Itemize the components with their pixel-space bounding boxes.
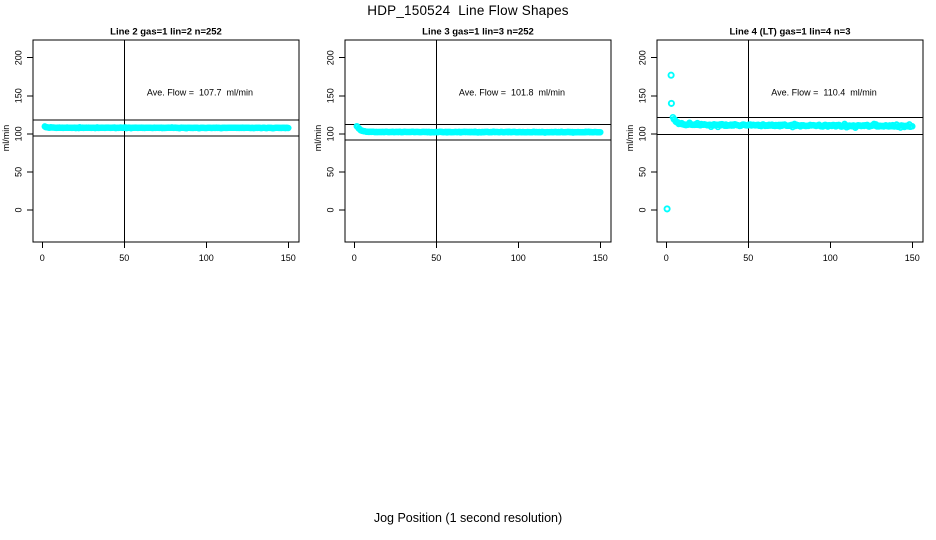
plots-canvas: Line 2 gas=1 lin=2 n=252 0 50 100 150 0 50 100 1… — [1, 27, 924, 263]
y-tick-label: 0 — [326, 207, 336, 212]
y-tick-label: 150 — [638, 88, 648, 103]
data-points — [663, 71, 916, 213]
x-tick-label: 150 — [593, 253, 608, 263]
panel-title: Line 4 (LT) gas=1 lin=4 n=3 — [730, 27, 851, 38]
y-tick-label: 200 — [638, 50, 648, 65]
data-points — [353, 122, 604, 136]
x-tick-label: 100 — [511, 253, 526, 263]
x-tick-label: 100 — [823, 253, 838, 263]
y-tick-label: 0 — [14, 207, 24, 212]
panel-0: Line 2 gas=1 lin=2 n=252 0 50 100 150 0 50 100 1… — [1, 27, 300, 263]
x-tick-label: 0 — [664, 253, 669, 263]
x-axis-outer-label: Jog Position (1 second resolution) — [373, 511, 563, 525]
y-tick-label: 50 — [326, 167, 336, 177]
y-tick-label: 200 — [326, 50, 336, 65]
y-tick-label: 100 — [638, 126, 648, 141]
plot-box — [656, 39, 924, 243]
y-axis-label: ml/min — [313, 125, 323, 152]
data-points — [41, 123, 292, 132]
y-tick-label: 150 — [326, 88, 336, 103]
data-point — [597, 128, 604, 136]
x-tick-label: 50 — [119, 253, 129, 263]
data-point — [909, 123, 916, 130]
plot-box — [32, 39, 300, 243]
avg-annotation: Ave. Flow = 110.4 ml/min — [771, 88, 876, 98]
y-tick-label: 100 — [14, 126, 24, 141]
y-axis-label: ml/min — [625, 125, 635, 152]
avg-annotation: Ave. Flow = 101.8 ml/min — [459, 88, 565, 98]
x-tick-label: 0 — [40, 253, 45, 263]
panel-title: Line 2 gas=1 lin=2 n=252 — [110, 27, 222, 38]
y-tick-label: 100 — [326, 126, 336, 141]
outlier-point — [667, 99, 675, 107]
y-tick-label: 50 — [14, 167, 24, 177]
main-title: HDP_150524 Line Flow Shapes — [367, 3, 569, 18]
y-tick-label: 0 — [638, 207, 648, 212]
x-tick-label: 50 — [431, 253, 441, 263]
x-tick-label: 150 — [281, 253, 296, 263]
panel-title: Line 3 gas=1 lin=3 n=252 — [422, 27, 534, 38]
y-tick-label: 150 — [14, 88, 24, 103]
panel-2: Line 4 (LT) gas=1 lin=4 n=3 0 50 100 150 0 50 1… — [625, 27, 924, 263]
x-tick-label: 50 — [743, 253, 753, 263]
outlier-point — [667, 71, 675, 79]
plot-box — [344, 39, 612, 243]
x-tick-label: 100 — [199, 253, 214, 263]
y-tick-label: 200 — [14, 50, 24, 65]
outlier-point — [663, 205, 671, 213]
x-tick-label: 150 — [905, 253, 920, 263]
panel-1: Line 3 gas=1 lin=3 n=252 0 50 100 150 0 50 100 1… — [313, 27, 612, 263]
y-axis-label: ml/min — [1, 125, 11, 152]
data-point — [285, 124, 292, 132]
x-tick-label: 0 — [352, 253, 357, 263]
avg-annotation: Ave. Flow = 107.7 ml/min — [147, 88, 253, 98]
y-tick-label: 50 — [638, 167, 648, 177]
